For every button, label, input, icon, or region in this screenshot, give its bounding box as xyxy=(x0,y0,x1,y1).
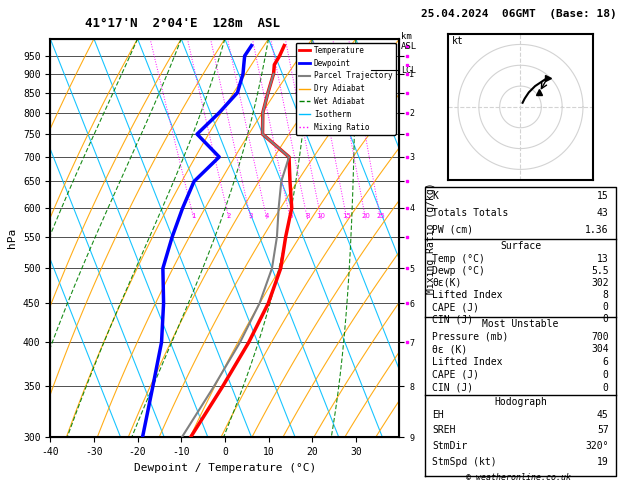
Text: K: K xyxy=(432,191,438,202)
Text: Mixing Ratio (g/kg): Mixing Ratio (g/kg) xyxy=(426,182,436,294)
Text: km
ASL: km ASL xyxy=(401,32,418,51)
Text: LCL: LCL xyxy=(401,66,416,74)
Text: 19: 19 xyxy=(597,457,609,467)
Text: 304: 304 xyxy=(591,345,609,354)
Text: 8: 8 xyxy=(603,290,609,300)
Text: 0: 0 xyxy=(603,314,609,324)
Text: Pressure (mb): Pressure (mb) xyxy=(432,332,509,342)
Y-axis label: hPa: hPa xyxy=(8,228,18,248)
Text: 5.5: 5.5 xyxy=(591,266,609,276)
Text: 15: 15 xyxy=(342,213,351,219)
Text: StmDir: StmDir xyxy=(432,441,467,451)
Text: Totals Totals: Totals Totals xyxy=(432,208,509,218)
Text: 13: 13 xyxy=(597,254,609,263)
Text: CAPE (J): CAPE (J) xyxy=(432,302,479,312)
Text: 57: 57 xyxy=(597,425,609,435)
Text: 6: 6 xyxy=(288,213,292,219)
Text: 0: 0 xyxy=(603,382,609,393)
Text: 1: 1 xyxy=(192,213,196,219)
Text: Lifted Index: Lifted Index xyxy=(432,357,503,367)
Text: 2: 2 xyxy=(227,213,231,219)
Text: 1.36: 1.36 xyxy=(585,225,609,235)
Text: 320°: 320° xyxy=(585,441,609,451)
Text: 41°17'N  2°04'E  128m  ASL: 41°17'N 2°04'E 128m ASL xyxy=(85,17,280,30)
Text: 43: 43 xyxy=(597,208,609,218)
Text: θε(K): θε(K) xyxy=(432,278,462,288)
Text: 3: 3 xyxy=(248,213,253,219)
Text: 8: 8 xyxy=(305,213,309,219)
Text: 20: 20 xyxy=(361,213,370,219)
Text: 15: 15 xyxy=(597,191,609,202)
Text: Dewp (°C): Dewp (°C) xyxy=(432,266,485,276)
Text: Temp (°C): Temp (°C) xyxy=(432,254,485,263)
Text: 10: 10 xyxy=(316,213,326,219)
Text: 25: 25 xyxy=(376,213,385,219)
Text: 4: 4 xyxy=(265,213,269,219)
Text: Surface: Surface xyxy=(500,241,541,251)
Text: CAPE (J): CAPE (J) xyxy=(432,370,479,380)
Text: Lifted Index: Lifted Index xyxy=(432,290,503,300)
Text: 6: 6 xyxy=(603,357,609,367)
Text: CIN (J): CIN (J) xyxy=(432,314,474,324)
X-axis label: Dewpoint / Temperature (°C): Dewpoint / Temperature (°C) xyxy=(134,463,316,473)
Text: 45: 45 xyxy=(597,410,609,420)
Text: 302: 302 xyxy=(591,278,609,288)
Text: 700: 700 xyxy=(591,332,609,342)
Text: 0: 0 xyxy=(603,370,609,380)
Text: PW (cm): PW (cm) xyxy=(432,225,474,235)
Text: EH: EH xyxy=(432,410,444,420)
Text: © weatheronline.co.uk: © weatheronline.co.uk xyxy=(467,473,571,482)
Legend: Temperature, Dewpoint, Parcel Trajectory, Dry Adiabat, Wet Adiabat, Isotherm, Mi: Temperature, Dewpoint, Parcel Trajectory… xyxy=(296,43,396,135)
Text: 25.04.2024  06GMT  (Base: 18): 25.04.2024 06GMT (Base: 18) xyxy=(421,9,617,19)
Text: 0: 0 xyxy=(603,302,609,312)
Text: Most Unstable: Most Unstable xyxy=(482,319,559,329)
Text: θε (K): θε (K) xyxy=(432,345,467,354)
Text: Hodograph: Hodograph xyxy=(494,397,547,407)
Text: StmSpd (kt): StmSpd (kt) xyxy=(432,457,497,467)
Text: CIN (J): CIN (J) xyxy=(432,382,474,393)
Text: SREH: SREH xyxy=(432,425,456,435)
Text: kt: kt xyxy=(452,36,464,47)
